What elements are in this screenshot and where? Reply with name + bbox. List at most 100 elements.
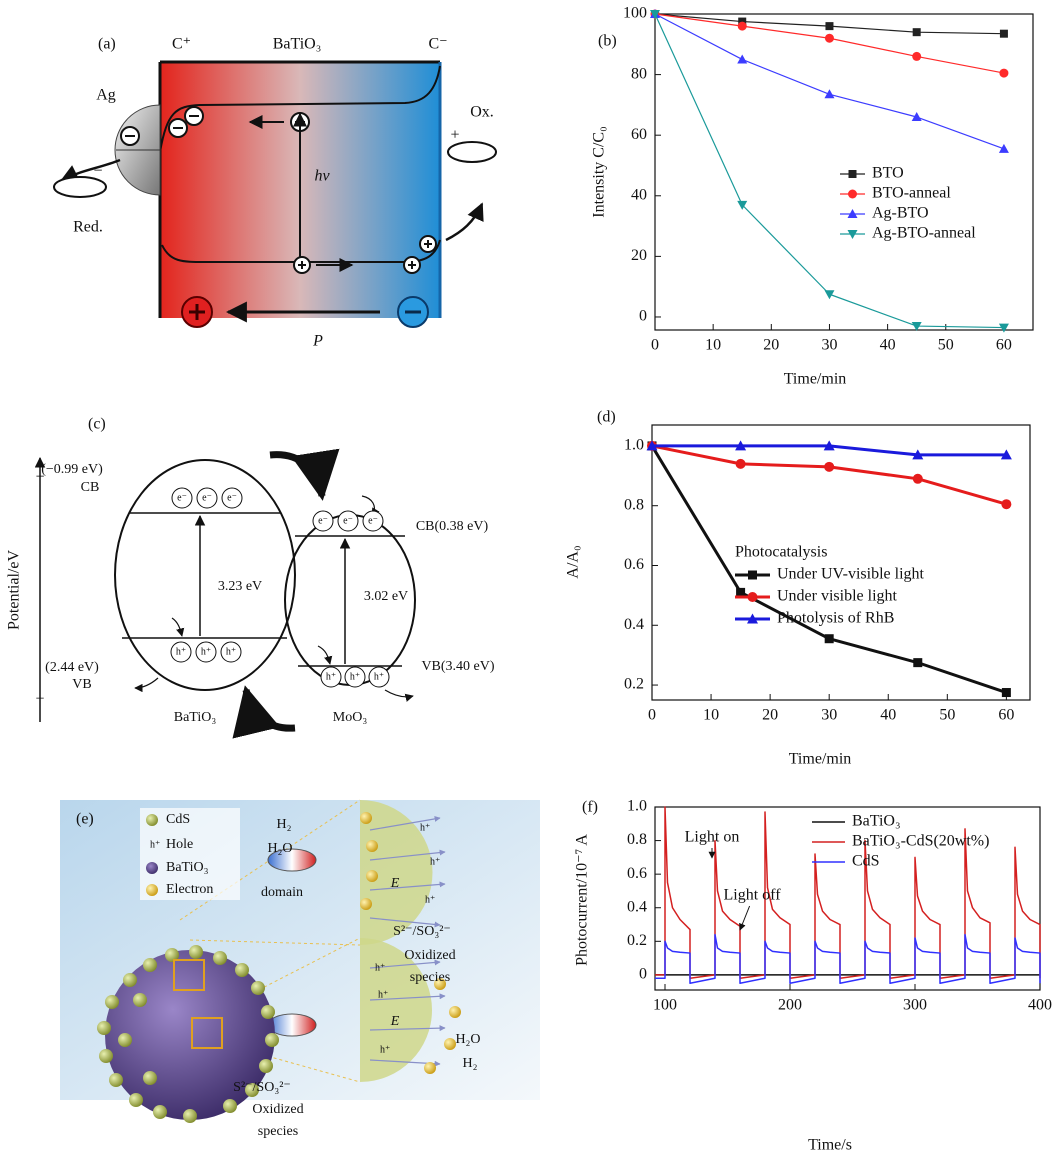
zoom-box xyxy=(191,1017,223,1049)
electrons xyxy=(360,812,461,1074)
x-tick-label: 400 xyxy=(1028,997,1052,1014)
label: Oxidized xyxy=(252,1102,303,1117)
panel-c: e⁻ e⁻ e⁻ e⁻ e⁻ e⁻ h⁺ h⁺ h⁺ h⁺ h⁺ h⁺ (c) … xyxy=(6,416,495,739)
hole-bubble: h⁺ xyxy=(170,641,192,663)
cds-particles xyxy=(97,945,279,1123)
y-tick-label: 40 xyxy=(631,186,647,203)
panel-e: h⁺ h⁺ h⁺ h⁺ h⁺ h⁺ h⁺ (e) CdS Hole BaTiO₃… xyxy=(60,799,540,1139)
legend-label: Electron xyxy=(166,882,213,897)
data-point xyxy=(737,21,747,31)
electron-bubble: e⁻ xyxy=(196,487,218,509)
data-point xyxy=(999,29,1008,38)
data-point xyxy=(824,461,835,472)
y-tick-label: 0 xyxy=(639,966,647,983)
hole xyxy=(403,256,421,274)
electron xyxy=(184,106,204,126)
electron-bubble: e⁻ xyxy=(221,487,243,509)
legend-label: Under visible light xyxy=(777,588,898,605)
hole-bubble: h⁺ xyxy=(195,641,217,663)
label: 3.02 eV xyxy=(364,589,408,604)
data-point xyxy=(912,28,921,37)
label: Red. xyxy=(73,219,103,236)
data-point xyxy=(738,17,747,26)
legend-label: BTO-anneal xyxy=(872,185,951,202)
label: BaTiO₃ xyxy=(174,710,217,725)
transfer-arrow xyxy=(269,448,340,501)
data-point xyxy=(735,440,747,451)
x-tick-label: 60 xyxy=(996,337,1012,354)
axis-label: Potential/eV xyxy=(6,550,23,630)
label: − xyxy=(93,163,102,180)
panel-label: (a) xyxy=(98,36,116,53)
panel-label: (f) xyxy=(582,799,598,816)
zoom-box xyxy=(173,959,205,991)
y-axis-label: A/A₀ xyxy=(565,545,582,578)
data-point xyxy=(912,449,924,460)
electron-label: e⁻ xyxy=(318,515,328,526)
data-point xyxy=(1001,499,1012,510)
label: (−0.99 eV) xyxy=(41,462,103,477)
panel-label: (e) xyxy=(76,811,94,828)
data-point xyxy=(650,10,660,19)
hole-label: h⁺ xyxy=(375,962,385,973)
electron xyxy=(120,126,140,146)
field-region xyxy=(360,800,433,945)
label: Ox. xyxy=(470,104,494,121)
x-tick-label: 50 xyxy=(939,707,955,724)
x-tick-label: 50 xyxy=(938,337,954,354)
x-axis-label: Time/s xyxy=(808,1137,852,1154)
data-point xyxy=(911,112,922,122)
legend-marker xyxy=(848,189,857,199)
x-axis-label: Time/min xyxy=(784,371,847,388)
hole-bubble: h⁺ xyxy=(344,666,366,688)
x-tick-label: 0 xyxy=(651,337,659,354)
x-tick-label: 100 xyxy=(653,997,677,1014)
label: Ag xyxy=(96,87,116,104)
label: hν xyxy=(314,168,330,185)
hole-bubble: h⁺ xyxy=(320,666,342,688)
label: H₂ xyxy=(463,1056,478,1071)
legend-label: BaTiO₃ xyxy=(852,813,901,830)
electron-label: e⁻ xyxy=(368,515,378,526)
hole xyxy=(419,235,437,253)
arrow xyxy=(171,617,185,637)
x-tick-label: 10 xyxy=(705,337,721,354)
data-point xyxy=(1000,449,1012,460)
data-point xyxy=(737,200,748,210)
electron-bubble: e⁻ xyxy=(171,487,193,509)
x-axis-label: Time/min xyxy=(789,751,852,768)
electron-label: e⁻ xyxy=(343,515,353,526)
transfer-arrow xyxy=(232,685,296,739)
label: H₂O xyxy=(455,1032,480,1047)
data-point xyxy=(824,89,835,99)
arrow xyxy=(384,689,414,702)
domain xyxy=(267,848,317,872)
legend-label: BaTiO₃ xyxy=(166,860,209,875)
x-tick-label: 10 xyxy=(703,707,719,724)
x-tick-label: 20 xyxy=(762,707,778,724)
label: BaTiO₃ xyxy=(273,36,322,53)
batio3-particle xyxy=(114,459,296,691)
hole xyxy=(293,256,311,274)
legend-marker xyxy=(146,884,158,896)
label: H₂ xyxy=(277,817,292,832)
legend-marker xyxy=(146,814,158,826)
y-tick-label: 80 xyxy=(631,65,647,82)
series-line xyxy=(654,13,1004,329)
arrow xyxy=(317,645,333,665)
electron-bubble: e⁻ xyxy=(362,510,384,532)
label: species xyxy=(258,1124,298,1139)
legend-marker xyxy=(747,592,758,602)
data-point xyxy=(1001,688,1011,698)
panel-label: (c) xyxy=(88,416,106,433)
x-tick-label: 30 xyxy=(821,707,837,724)
label: E xyxy=(390,1014,400,1029)
species xyxy=(53,176,107,198)
legend-label: CdS xyxy=(166,812,190,827)
hole-bubble: h⁺ xyxy=(368,666,390,688)
data-point xyxy=(825,22,834,31)
data-point xyxy=(735,458,746,469)
y-tick-label: 0.4 xyxy=(624,616,644,633)
data-point xyxy=(998,323,1009,333)
data-point xyxy=(737,54,748,64)
